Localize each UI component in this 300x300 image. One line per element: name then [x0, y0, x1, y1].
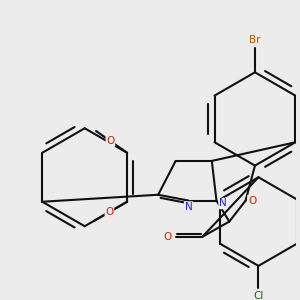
Text: O: O [105, 207, 114, 217]
Text: N: N [219, 199, 227, 208]
Text: N: N [184, 202, 192, 212]
Text: Cl: Cl [253, 291, 264, 300]
Text: Br: Br [249, 35, 261, 45]
Text: O: O [106, 136, 115, 146]
Text: O: O [248, 196, 256, 206]
Text: O: O [164, 232, 172, 242]
